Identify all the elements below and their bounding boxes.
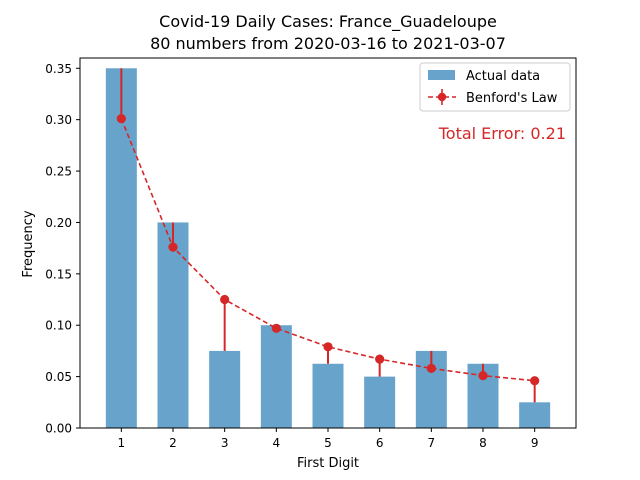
chart-title: Covid-19 Daily Cases: France_Guadeloupe <box>159 12 497 32</box>
bar-digit-5 <box>312 363 344 428</box>
legend-label-actual: Actual data <box>466 69 540 84</box>
bar-digit-6 <box>364 376 396 428</box>
benford-point-digit-1 <box>116 114 126 124</box>
x-tick-label-4: 4 <box>273 436 281 450</box>
y-tick-label-0.15: 0.15 <box>45 267 72 281</box>
bar-digit-1 <box>105 68 137 429</box>
y-tick-label-0.20: 0.20 <box>45 216 72 230</box>
x-tick-label-8: 8 <box>479 436 487 450</box>
y-tick-label-0.05: 0.05 <box>45 370 72 384</box>
bar-digit-4 <box>260 325 292 428</box>
y-tick-label-0.25: 0.25 <box>45 165 72 179</box>
y-tick-label-0.10: 0.10 <box>45 319 72 333</box>
benford-point-digit-8 <box>478 370 488 381</box>
x-tick-label-6: 6 <box>376 436 384 450</box>
x-tick-label-1: 1 <box>118 436 126 450</box>
benford-point-digit-9 <box>530 376 540 386</box>
legend-label-benford: Benford's Law <box>466 91 558 106</box>
benford-line <box>120 118 535 382</box>
benford-point-digit-6 <box>375 354 385 364</box>
x-tick-label-9: 9 <box>531 436 539 450</box>
benford-point-digit-5 <box>323 342 333 352</box>
bar-digit-3 <box>209 350 241 428</box>
y-axis-label: Frequency <box>21 210 36 277</box>
benford-point-digit-2 <box>168 242 178 252</box>
x-axis-label: First Digit <box>297 456 359 471</box>
bar-digit-9 <box>519 402 551 428</box>
benford-line-group <box>116 114 540 386</box>
axes-group: 1 2 3 4 5 6 7 8 9 0.00 0.05 0.10 0.15 0.20 0.25 0.30 0.3… <box>45 57 577 450</box>
bar-digit-2 <box>157 222 189 428</box>
legend: Actual data Benford's Law <box>419 62 571 112</box>
benford-point-digit-7 <box>426 363 436 373</box>
x-tick-label-5: 5 <box>324 436 332 450</box>
chart-subtitle: 80 numbers from 2020-03-16 to 2021-03-07 <box>150 34 506 53</box>
benford-point-digit-4 <box>271 323 281 333</box>
x-tick-label-2: 2 <box>169 436 177 450</box>
x-tick-label-7: 7 <box>428 436 436 450</box>
legend-swatch-actual <box>428 70 455 80</box>
x-tick-label-3: 3 <box>221 436 229 450</box>
legend-frame <box>419 62 571 112</box>
y-tick-label-0.35: 0.35 <box>45 62 72 76</box>
total-error-annotation: Total Error: 0.21 <box>438 124 566 143</box>
benford-point-digit-3 <box>220 294 230 305</box>
y-tick-label-0.00: 0.00 <box>45 422 72 436</box>
y-tick-label-0.30: 0.30 <box>45 113 72 127</box>
